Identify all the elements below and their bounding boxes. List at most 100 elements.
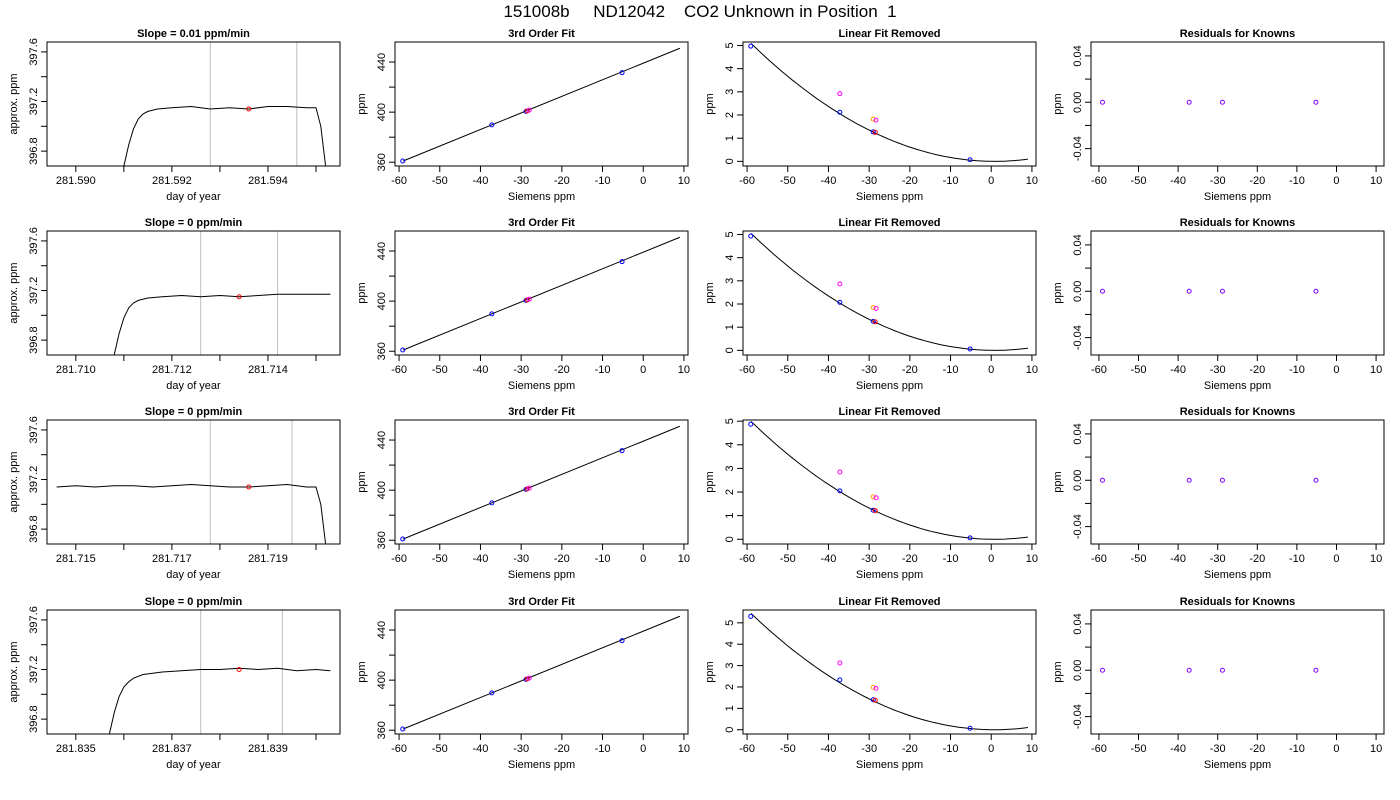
x-tick-label: -40 xyxy=(821,364,837,376)
x-tick-label: -60 xyxy=(391,553,407,565)
x-tick-label: -40 xyxy=(473,553,489,565)
x-tick-label: 0 xyxy=(640,175,646,187)
data-point xyxy=(1186,667,1192,673)
y-tick-label: 360 xyxy=(376,342,388,360)
x-tick-label: -30 xyxy=(513,743,529,755)
y-tick-label: 396.8 xyxy=(28,515,40,543)
y-tick-label: 3 xyxy=(724,663,736,669)
x-axis-label: Siemens ppm xyxy=(1204,569,1271,581)
fit-line xyxy=(402,236,681,351)
nonlinear-curve xyxy=(750,613,1028,731)
panel-timeseries-row-4: Slope = 0 ppm/min 281.835 281.837 281.839 39… xyxy=(8,596,341,771)
plot-frame xyxy=(46,230,341,356)
x-tick-label: 10 xyxy=(1026,553,1038,565)
panel-title: Slope = 0 ppm/min xyxy=(145,217,243,229)
y-tick-label: 0 xyxy=(724,347,736,353)
x-axis-label: Siemens ppm xyxy=(1204,380,1271,392)
x-tick-label: -40 xyxy=(473,743,489,755)
data-point xyxy=(837,91,843,97)
x-tick-label: -10 xyxy=(595,743,611,755)
x-tick-label: -50 xyxy=(780,553,796,565)
data-point xyxy=(872,129,878,135)
figure-title: 151008b ND12042 CO2 Unknown in Position … xyxy=(503,2,897,21)
y-tick-label: -0.04 xyxy=(1072,514,1084,539)
panel-timeseries-row-2: Slope = 0 ppm/min 281.710 281.712 281.714 39… xyxy=(8,217,341,392)
data-point xyxy=(873,117,879,123)
y-axis-label: approx. ppm xyxy=(8,262,20,323)
data-point xyxy=(870,697,876,703)
x-tick-label: -30 xyxy=(861,743,877,755)
panel-data xyxy=(113,231,331,355)
data-point xyxy=(1186,288,1192,294)
y-tick-label: 397.6 xyxy=(28,38,40,66)
x-tick-label: -10 xyxy=(1289,364,1305,376)
x-tick-label: -10 xyxy=(595,364,611,376)
data-point xyxy=(400,726,406,732)
y-tick-label: 5 xyxy=(724,418,736,424)
data-point xyxy=(400,347,406,353)
data-point xyxy=(837,660,843,666)
panel-linfit-row-3: Linear Fit Removed -60 -50 -40 -30 -20 -10 0 10 0… xyxy=(704,406,1038,581)
data-point xyxy=(870,318,876,324)
x-tick-label: -40 xyxy=(1170,175,1186,187)
x-tick-label: -10 xyxy=(943,364,959,376)
panel-title: 3rd Order Fit xyxy=(508,406,575,418)
data-point xyxy=(1099,667,1105,673)
data-point xyxy=(748,233,754,239)
panel-data xyxy=(400,236,681,353)
x-tick-label: -60 xyxy=(1091,553,1107,565)
y-axis-label: ppm xyxy=(1052,661,1064,682)
panel-timeseries-row-3: Slope = 0 ppm/min 281.715 281.717 281.719 39… xyxy=(8,406,341,581)
y-tick-label: 0.04 xyxy=(1072,234,1084,255)
y-tick-label: 397.6 xyxy=(28,227,40,255)
x-tick-label: 281.710 xyxy=(56,364,96,376)
panel-data xyxy=(400,47,681,164)
data-point xyxy=(870,116,876,122)
y-axis-label: ppm xyxy=(1052,282,1064,303)
plot-frame xyxy=(1090,230,1385,356)
panel-resid-row-3: Residuals for Knowns -60 -50 -40 -30 -20 -10 0 1… xyxy=(1052,406,1385,581)
average-marker xyxy=(236,667,242,673)
nonlinear-curve xyxy=(750,43,1028,162)
y-tick-label: 4 xyxy=(724,255,736,261)
x-tick-label: 10 xyxy=(1370,364,1382,376)
average-marker xyxy=(236,294,242,300)
data-point xyxy=(967,346,973,352)
x-tick-label: 0 xyxy=(988,175,994,187)
x-tick-label: 10 xyxy=(678,553,690,565)
plot-frame xyxy=(742,230,1037,356)
data-point xyxy=(870,129,876,135)
y-tick-label: 0 xyxy=(724,158,736,164)
y-tick-label: 0.00 xyxy=(1072,660,1084,681)
y-tick-label: 5 xyxy=(724,620,736,626)
x-tick-label: -50 xyxy=(432,364,448,376)
panel-title: 3rd Order Fit xyxy=(508,596,575,608)
data-point xyxy=(526,675,532,681)
x-tick-label: -60 xyxy=(739,175,755,187)
x-tick-label: 281.719 xyxy=(248,553,288,565)
data-point xyxy=(400,536,406,542)
data-point xyxy=(1099,99,1105,105)
panel-title: Linear Fit Removed xyxy=(838,406,940,418)
x-tick-label: 281.837 xyxy=(152,743,192,755)
x-tick-label: -60 xyxy=(391,175,407,187)
x-tick-label: -20 xyxy=(902,175,918,187)
panel-data xyxy=(748,421,1028,541)
y-tick-label: 0.04 xyxy=(1072,45,1084,66)
panel-title: 3rd Order Fit xyxy=(508,217,575,229)
x-tick-label: 0 xyxy=(988,553,994,565)
data-point xyxy=(489,122,495,128)
y-axis-label: approx. ppm xyxy=(8,73,20,134)
x-axis-label: Siemens ppm xyxy=(856,380,923,392)
panel-data xyxy=(1099,477,1319,483)
x-tick-label: -50 xyxy=(780,743,796,755)
x-tick-label: -10 xyxy=(595,553,611,565)
y-tick-label: 5 xyxy=(724,231,736,237)
data-point xyxy=(870,684,876,690)
y-axis-label: ppm xyxy=(356,282,368,303)
y-tick-label: 0.04 xyxy=(1072,613,1084,634)
y-axis-label: approx. ppm xyxy=(8,451,20,512)
data-point xyxy=(400,158,406,164)
x-tick-label: -40 xyxy=(1170,743,1186,755)
data-point xyxy=(526,296,532,302)
